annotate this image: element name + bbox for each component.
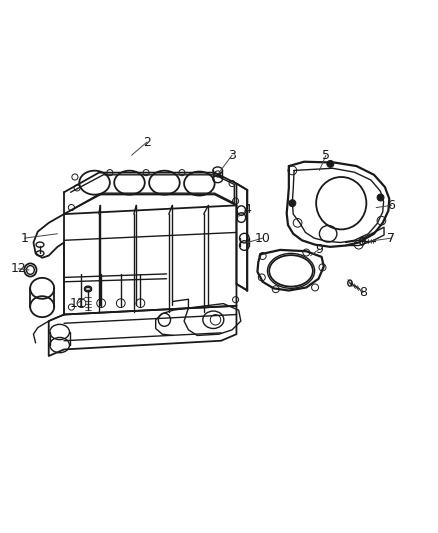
Text: 3: 3 bbox=[228, 149, 236, 161]
Text: 9: 9 bbox=[315, 243, 323, 255]
Text: 4: 4 bbox=[244, 203, 251, 216]
Text: 5: 5 bbox=[322, 149, 330, 161]
Circle shape bbox=[289, 200, 296, 207]
Circle shape bbox=[327, 160, 334, 167]
Text: 12: 12 bbox=[10, 262, 26, 275]
Text: 7: 7 bbox=[388, 232, 396, 245]
Text: 1: 1 bbox=[21, 232, 28, 245]
Text: 2: 2 bbox=[143, 135, 151, 149]
Circle shape bbox=[377, 194, 384, 201]
Text: 11: 11 bbox=[69, 297, 85, 310]
Text: 6: 6 bbox=[388, 199, 396, 212]
Text: 10: 10 bbox=[255, 232, 271, 245]
Text: 8: 8 bbox=[359, 286, 367, 299]
